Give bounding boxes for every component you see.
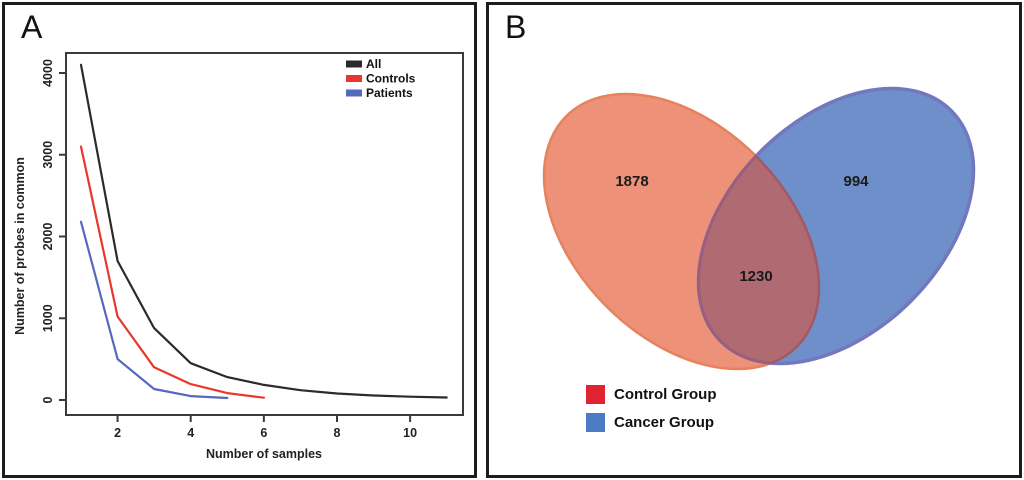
venn-count-control-only: 1878 (615, 173, 648, 190)
legend-swatch-controls (346, 75, 362, 82)
series-line-controls (79, 145, 265, 399)
x-axis-title: Number of samples (206, 447, 322, 461)
y-tick-label: 1000 (41, 304, 55, 332)
legend-label-controls: Controls (366, 72, 416, 86)
x-tick-label: 6 (260, 426, 267, 440)
plot-box (65, 52, 464, 416)
y-tick-label: 2000 (41, 223, 55, 251)
venn-legend-swatch-cancer (586, 413, 605, 432)
legend-swatch-patients (346, 89, 362, 97)
legend-label-all: All (366, 57, 381, 71)
plot-series (79, 63, 448, 400)
panel-b-label: B (505, 9, 527, 45)
venn-legend-label-control: Control Group (614, 386, 716, 403)
y-tick-label: 0 (41, 396, 55, 403)
panel-a-plot: 2 4 6 8 10 0 1000 2000 3000 4000 AllControlsPatie… (13, 52, 464, 461)
venn-legend: Control Group Cancer Group (586, 385, 716, 432)
venn-legend-swatch-control (586, 385, 605, 404)
x-tick-label: 2 (114, 426, 121, 440)
panel-b: B 1878 994 1230 (486, 2, 1022, 478)
x-tick-label: 8 (334, 426, 341, 440)
venn-count-cancer-only: 994 (843, 173, 869, 190)
panel-a: A 2 4 6 8 10 0 1000 2000 3000 4000 All Controls Pat… (2, 2, 477, 478)
series-line-patients (79, 220, 229, 400)
series-line-all (79, 63, 448, 399)
y-tick-label: 3000 (41, 141, 55, 169)
venn-overlap-edge (645, 92, 821, 371)
x-tick-label: 4 (187, 426, 194, 440)
y-tick-label: 4000 (41, 59, 55, 87)
panel-b-venn: 1878 994 1230 Control Group Cancer Group (542, 86, 976, 432)
venn-count-overlap: 1230 (739, 268, 772, 285)
panel-a-label: A (21, 9, 43, 45)
x-tick-label: 10 (403, 426, 417, 440)
legend-label-patients: Patients (366, 86, 413, 100)
venn-legend-label-cancer: Cancer Group (614, 414, 714, 431)
legend-swatch-all (346, 60, 362, 68)
y-axis-title: Number of probes in common (13, 157, 27, 335)
plot-axes: 2 4 6 8 10 0 1000 2000 3000 4000 (41, 52, 464, 440)
